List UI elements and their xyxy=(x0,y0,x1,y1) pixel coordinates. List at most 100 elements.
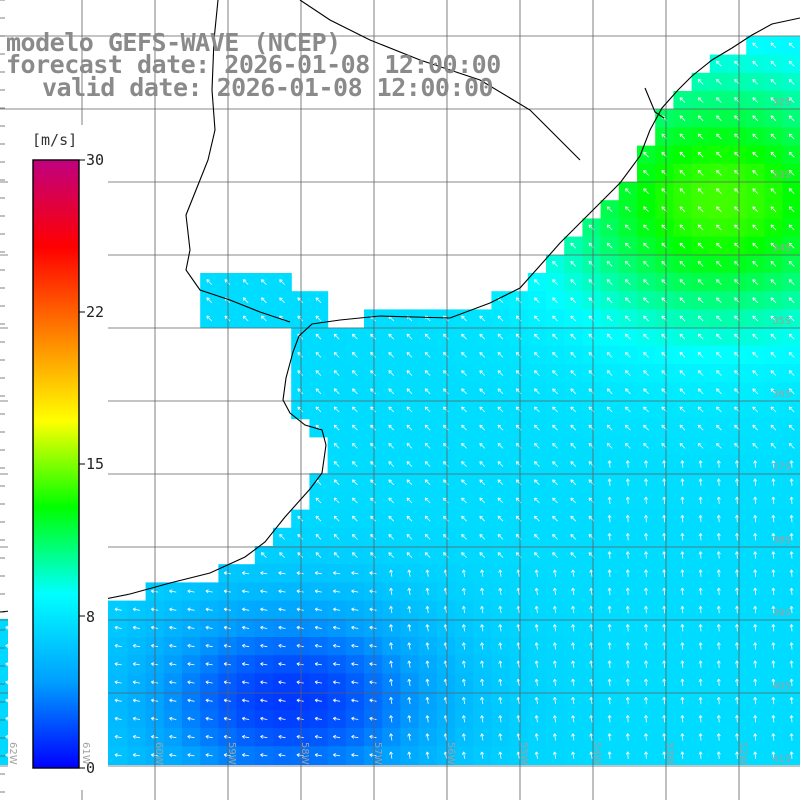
wind-arrow xyxy=(461,443,467,449)
wind-arrow xyxy=(552,624,557,632)
inland-border xyxy=(299,0,581,161)
wind-arrow xyxy=(223,734,231,739)
wind-arrow xyxy=(698,496,703,505)
wind-arrow xyxy=(625,370,631,376)
field-cell xyxy=(782,491,800,511)
wind-arrow xyxy=(552,461,558,467)
wind-arrow xyxy=(552,370,558,376)
wind-arrow xyxy=(570,261,577,267)
wind-arrow xyxy=(370,333,376,340)
wind-arrow xyxy=(370,534,376,540)
wind-arrow xyxy=(643,370,649,376)
wind-arrow xyxy=(114,716,122,721)
wind-arrow xyxy=(716,279,722,285)
wind-arrow xyxy=(424,461,431,467)
field-cell xyxy=(782,400,800,420)
wind-arrow xyxy=(716,624,721,632)
wind-arrow xyxy=(425,678,430,686)
wind-arrow xyxy=(643,188,649,194)
wind-arrow xyxy=(443,461,449,467)
wind-arrow xyxy=(589,624,594,632)
wind-arrow xyxy=(406,443,413,449)
wind-arrow xyxy=(223,680,231,685)
wind-arrow xyxy=(461,479,467,486)
wind-arrow xyxy=(388,388,395,395)
wind-arrow xyxy=(114,698,122,703)
wind-arrow xyxy=(697,424,704,431)
wind-arrow xyxy=(443,370,449,376)
wind-arrow xyxy=(735,678,739,687)
wind-arrow xyxy=(716,333,722,340)
wind-arrow xyxy=(644,551,648,559)
wind-arrow xyxy=(752,370,759,376)
wind-arrow xyxy=(625,569,630,577)
wind-arrow xyxy=(333,370,340,376)
wind-arrow xyxy=(662,642,667,650)
wind-arrow xyxy=(296,589,304,594)
wind-arrow xyxy=(534,515,540,522)
wind-arrow xyxy=(297,388,304,395)
wind-arrow xyxy=(643,333,649,340)
wind-arrow xyxy=(789,733,794,741)
wind-arrow xyxy=(296,680,304,685)
wind-arrow xyxy=(680,624,685,632)
wind-arrow xyxy=(606,224,613,231)
wind-arrow xyxy=(679,388,686,395)
wind-arrow xyxy=(643,315,649,322)
field-cell xyxy=(782,182,800,201)
wind-arrow xyxy=(735,660,739,668)
wind-arrow xyxy=(644,715,648,723)
wind-arrow xyxy=(662,587,667,596)
wind-arrow xyxy=(753,660,758,668)
wind-arrow xyxy=(370,515,376,522)
wind-arrow xyxy=(789,696,794,705)
wind-arrow xyxy=(314,589,322,594)
wind-arrow xyxy=(224,279,231,285)
wind-arrow xyxy=(753,496,758,505)
wind-arrow xyxy=(498,606,503,614)
wind-arrow xyxy=(297,315,304,322)
wind-arrow xyxy=(497,370,504,376)
wind-arrow xyxy=(425,624,430,632)
wind-arrow xyxy=(644,496,648,505)
wind-arrow xyxy=(662,551,667,559)
wind-arrow xyxy=(770,315,777,322)
wind-arrow xyxy=(625,297,631,304)
wind-arrow xyxy=(296,734,304,739)
wind-arrow xyxy=(570,370,577,376)
wind-arrow xyxy=(662,460,667,468)
wind-arrow xyxy=(406,424,413,431)
wind-arrow xyxy=(223,625,231,630)
wind-arrow xyxy=(187,734,195,739)
wind-arrow xyxy=(351,571,359,575)
wind-arrow xyxy=(314,734,322,739)
wind-arrow xyxy=(352,443,358,449)
wind-arrow xyxy=(716,406,722,413)
wind-arrow xyxy=(771,678,776,687)
wind-arrow xyxy=(770,133,777,140)
wind-arrow xyxy=(716,533,721,541)
wind-arrow xyxy=(698,460,703,468)
wind-arrow xyxy=(716,514,721,523)
wind-arrow xyxy=(752,97,759,103)
field-cell xyxy=(782,746,800,765)
wind-arrow xyxy=(169,680,177,685)
wind-arrow xyxy=(680,514,685,523)
wind-arrow xyxy=(333,552,340,558)
wind-arrow xyxy=(461,569,466,577)
wind-arrow xyxy=(607,496,612,505)
field-cell xyxy=(782,254,800,274)
wind-arrow xyxy=(607,624,612,632)
wind-arrow xyxy=(789,605,794,614)
wind-arrow xyxy=(788,97,795,103)
wind-arrow xyxy=(296,643,304,648)
wind-arrow xyxy=(552,406,558,413)
wind-arrow xyxy=(424,388,431,395)
lon-label: 56W xyxy=(445,742,456,765)
wind-arrow xyxy=(570,333,577,340)
wind-arrow xyxy=(571,660,575,668)
wind-arrow xyxy=(425,642,430,650)
wind-arrow xyxy=(679,224,686,231)
wind-arrow xyxy=(662,569,667,577)
wind-arrow xyxy=(753,715,758,723)
